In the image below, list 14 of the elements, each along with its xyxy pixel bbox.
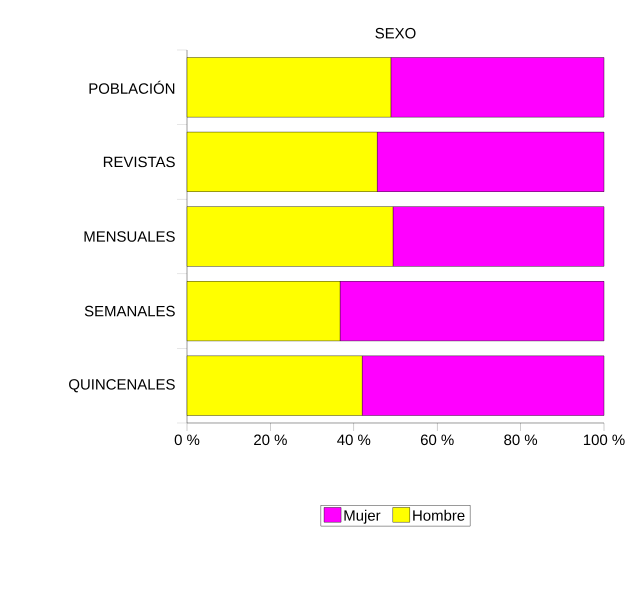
y-tick-label: QUINCENALES [69,379,175,392]
y-tick-label: MENSUALES [84,231,175,242]
y-tick-label: SEMANALES [84,306,175,316]
x-tick-label: 40 % [337,434,370,446]
legend-label: Hombre [413,510,464,521]
legend-label: Mujer [344,510,380,524]
x-tick-label: 0 % [174,434,200,446]
y-tick-label: REVISTAS [104,156,175,168]
chart-title: SEXO [375,28,416,38]
x-tick-label: 100 % [584,434,625,446]
x-tick-label: 60 % [420,434,454,446]
x-tick-label: 20 % [254,434,287,446]
x-tick-label: 80 % [504,434,538,446]
y-tick-label: POBLACIÓN [90,80,174,94]
